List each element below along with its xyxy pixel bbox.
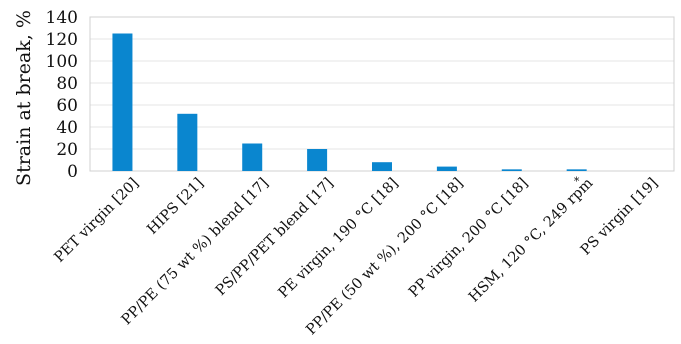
bar	[372, 162, 392, 171]
x-category-label: HIPS [21]	[144, 175, 207, 238]
annotation: *	[574, 175, 580, 188]
x-category-label: PE virgin, 190 °C [18]	[276, 175, 402, 301]
y-tick-label: 120	[46, 30, 78, 50]
bar	[436, 166, 457, 171]
y-axis-label: Strain at break, %	[13, 10, 35, 186]
y-tick-label: 80	[56, 74, 78, 94]
x-category-label: PP virgin, 200 °C [18]	[406, 175, 531, 300]
x-axis-category-labels: PET virgin [20] HIPS [21]PP/PE (75 wt %) …	[52, 175, 662, 338]
y-tick-label: 140	[46, 8, 78, 28]
bar	[112, 33, 133, 171]
bar	[177, 113, 198, 171]
y-tick-label: 0	[67, 162, 78, 182]
y-tick-label: 40	[56, 118, 78, 138]
annotations: *	[574, 175, 580, 188]
bar	[501, 169, 522, 171]
bar	[242, 143, 263, 171]
y-tick-label: 20	[56, 140, 78, 160]
y-tick-label: 60	[56, 96, 78, 116]
x-category-label: PS/PP/PET blend [17]	[213, 175, 337, 299]
bar	[307, 149, 328, 171]
bars	[112, 33, 587, 171]
bar	[566, 169, 587, 171]
y-tick-label: 100	[46, 52, 78, 72]
x-category-label: HSM, 120 °C, 249 rpm	[466, 175, 596, 305]
x-category-label: PET virgin [20]	[52, 175, 143, 266]
